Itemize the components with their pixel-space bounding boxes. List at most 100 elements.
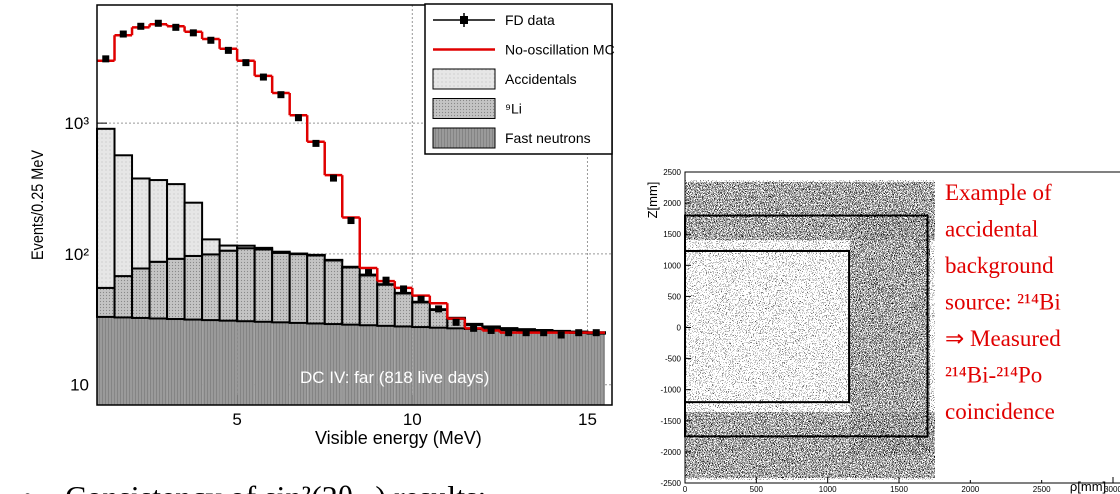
annotation-background [942,173,1112,480]
y-tick-label: 10² [64,245,89,264]
x-tick-label: 15 [578,410,597,429]
annotation-line: coincidence [945,399,1055,424]
data-point [102,55,110,63]
y-tick-label: -2000 [661,448,682,457]
main-chart: 10 10² 10³ 5 10 15 DC IV: far (818 live days) V… [29,3,615,448]
stack-bar [307,323,325,405]
stack-bar [131,267,151,319]
annotation-line: background [945,253,1054,278]
stack-bar [482,329,500,405]
annotation-line: Example of [945,180,1052,205]
data-point [347,217,355,225]
x-tick-label: 3000 [1104,485,1120,494]
stack-bar [411,301,431,329]
stack-bar [394,326,413,405]
x-tick-label: 1000 [819,485,837,494]
stack-bar [498,327,519,331]
stack-bar [377,325,395,405]
x-tick-label: 0 [683,485,688,494]
stack-bar [97,316,115,405]
stack-bar [166,257,186,321]
y-tick-label: 10³ [64,114,89,133]
stack-bar [131,177,151,270]
stack-bar [218,249,239,322]
stack-bar [113,275,134,319]
plot-frame [96,4,613,406]
stack-bar [376,283,396,327]
legend-label: No-oscillation MC [505,42,615,58]
data-point [137,22,145,30]
stack-bar [148,179,169,263]
annotation-line: accidental [945,217,1038,242]
stack-bar [463,322,484,326]
data-point [400,285,408,293]
legend-label: ⁹Li [505,101,522,117]
data-point [575,329,583,337]
data-point [189,29,197,37]
stack-bar [148,260,169,320]
stack-bar [114,317,133,405]
legend-label: FD data [505,12,555,28]
stack-bar [393,292,414,328]
stack-bar [534,331,553,405]
legend-symbol [460,16,468,24]
stack-bar [428,308,449,329]
stack-bar [569,332,588,405]
data-point [154,19,162,27]
stack-bar [183,201,204,257]
annotation: DC IV: far (818 live days) [300,368,489,387]
data-point [119,30,127,38]
y-tick-label: 2000 [663,199,681,208]
data-point [382,276,390,284]
stack-bar [113,154,134,278]
data-point [224,46,232,54]
x-axis-label: Visible energy (MeV) [315,428,482,448]
speckle [685,180,935,480]
stack-bar [341,265,361,269]
bullet-text: Consistency of sin²(2θ₁₃) results: [65,479,486,494]
data-point [417,295,425,303]
data-point [312,139,320,147]
data-point [277,91,285,99]
y-tick-label: 0 [677,324,682,333]
stack-bar [149,318,168,405]
stack-bar [254,321,273,405]
stack-bar [218,244,239,252]
data-point [487,326,495,334]
stack-bar [96,127,116,289]
stack-bar [201,238,221,256]
stack-bar [201,253,221,322]
point-cloud [685,412,935,478]
data-point [259,73,267,81]
data-point [242,59,250,67]
x-tick-label: 500 [750,485,764,494]
y-tick-label: 10 [70,376,89,395]
stack-bar [393,291,414,295]
stack-bar [288,252,309,256]
x-tick-label: 2500 [1033,485,1051,494]
stack-bar [429,327,448,405]
stack-bar [271,251,291,324]
stack-bar [323,259,344,326]
x-tick-label: 1500 [890,485,908,494]
stack-bar [96,286,116,318]
stack-bar [341,266,361,326]
stack-bar [236,247,256,323]
stack-bar [499,330,518,405]
stack-bar [166,183,186,260]
stack-bar [202,320,220,405]
x-tick-label: 10 [403,410,422,429]
data-point [540,329,548,337]
data-point [207,36,215,44]
stack-bar [236,244,256,250]
stack-bar [447,328,465,405]
x-axis-label: ρ[mm] [1070,479,1106,494]
stack-bar [237,321,255,405]
stack-bar [272,322,290,405]
inset-chart: -2500 -2000 -1500 -1000 -500 0 500 1000 1500 2000… [617,158,1120,494]
stack-bar [323,258,344,262]
legend-symbol [432,98,496,119]
stack-bar [167,319,185,405]
